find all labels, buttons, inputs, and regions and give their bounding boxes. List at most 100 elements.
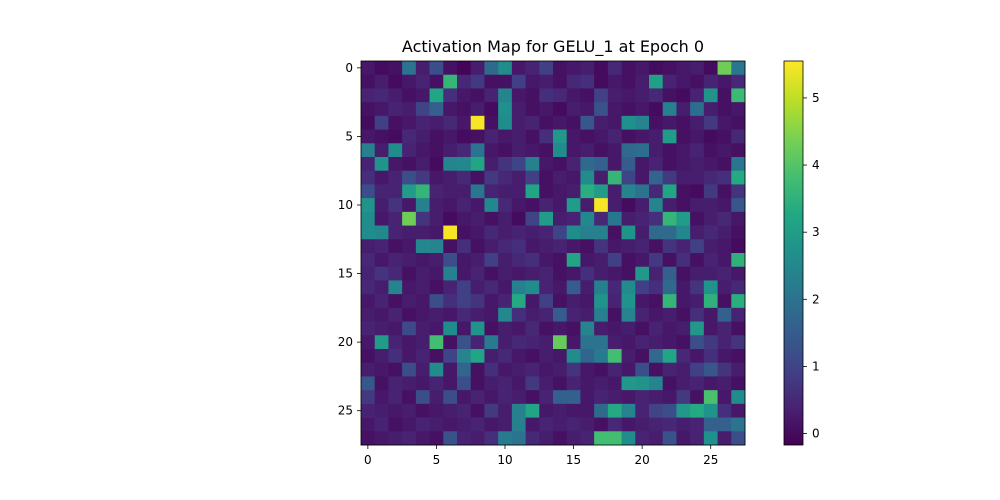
heatmap-cell (635, 74, 650, 89)
heatmap-cell (525, 157, 540, 172)
heatmap-cell (402, 307, 417, 322)
heatmap-cell (607, 390, 622, 405)
heatmap-cell (607, 143, 622, 158)
heatmap-cell (690, 390, 705, 405)
heatmap-cell (649, 88, 664, 103)
heatmap-cell (374, 403, 389, 418)
heatmap-cell (525, 307, 540, 322)
heatmap-cell (539, 170, 554, 185)
heatmap-cell (361, 335, 376, 350)
heatmap-cell (607, 307, 622, 322)
heatmap-cell (484, 417, 499, 432)
heatmap-cell (484, 184, 499, 199)
heatmap-cell (374, 211, 389, 226)
heatmap-cell (429, 431, 444, 446)
heatmap-cell (484, 266, 499, 281)
heatmap-cell (415, 239, 430, 254)
heatmap-cell (662, 376, 677, 391)
heatmap-cell (511, 88, 526, 103)
heatmap-cell (498, 294, 513, 309)
heatmap-cell (717, 390, 732, 405)
heatmap-cell (443, 211, 458, 226)
heatmap-cell (676, 431, 691, 446)
heatmap-cell (470, 403, 485, 418)
heatmap-cell (553, 129, 568, 144)
heatmap-cell (374, 225, 389, 240)
heatmap-cell (676, 390, 691, 405)
heatmap-cell (662, 211, 677, 226)
heatmap-cell (415, 321, 430, 336)
heatmap-cell (621, 266, 636, 281)
heatmap-cell (649, 115, 664, 130)
heatmap-cell (553, 88, 568, 103)
heatmap-cell (607, 129, 622, 144)
heatmap-cell (580, 280, 595, 295)
heatmap-cell (690, 61, 705, 76)
heatmap-cell (525, 294, 540, 309)
heatmap-cell (621, 157, 636, 172)
heatmap-cell (553, 321, 568, 336)
heatmap-cell (662, 184, 677, 199)
heatmap-cell (443, 266, 458, 281)
colorbar-tick-label: 5 (812, 91, 820, 105)
heatmap-cell (731, 74, 746, 89)
heatmap-cell (580, 61, 595, 76)
heatmap-cell (470, 294, 485, 309)
heatmap-cell (511, 198, 526, 213)
heatmap-cell (415, 349, 430, 364)
heatmap-cell (415, 143, 430, 158)
heatmap-cell (484, 102, 499, 117)
heatmap-cell (607, 88, 622, 103)
heatmap-cell (484, 280, 499, 295)
heatmap-cell (649, 335, 664, 350)
y-tick-label: 25 (338, 404, 353, 418)
heatmap-cell (539, 88, 554, 103)
heatmap-cell (621, 102, 636, 117)
heatmap-cell (388, 321, 403, 336)
heatmap-cell (594, 335, 609, 350)
heatmap-cell (703, 362, 718, 377)
heatmap-cell (621, 170, 636, 185)
heatmap-cell (457, 266, 472, 281)
heatmap-cell (539, 184, 554, 199)
heatmap-cell (511, 143, 526, 158)
heatmap-cell (511, 349, 526, 364)
heatmap-cell (662, 129, 677, 144)
heatmap-cell (443, 253, 458, 268)
heatmap-cell (470, 211, 485, 226)
heatmap-cell (470, 335, 485, 350)
heatmap-cell (525, 390, 540, 405)
heatmap-cell (525, 239, 540, 254)
heatmap-cell (388, 115, 403, 130)
heatmap-cell (443, 376, 458, 391)
heatmap-cell (690, 321, 705, 336)
heatmap-cell (553, 102, 568, 117)
heatmap-cell (580, 225, 595, 240)
y-tick-label: 20 (338, 335, 353, 349)
x-tick-label: 10 (497, 453, 512, 467)
heatmap-cell (717, 184, 732, 199)
heatmap-cell (498, 184, 513, 199)
heatmap-cell (731, 115, 746, 130)
heatmap-cell (511, 403, 526, 418)
heatmap-cell (553, 417, 568, 432)
heatmap-cell (484, 390, 499, 405)
heatmap-cell (635, 417, 650, 432)
heatmap-cell (553, 390, 568, 405)
heatmap-cell (388, 170, 403, 185)
heatmap-cell (594, 266, 609, 281)
heatmap-cell (580, 115, 595, 130)
heatmap-cell (539, 294, 554, 309)
heatmap-cell (635, 129, 650, 144)
heatmap-cell (566, 184, 581, 199)
heatmap-cell (607, 266, 622, 281)
heatmap-cell (539, 349, 554, 364)
heatmap-cell (429, 280, 444, 295)
heatmap-cell (443, 335, 458, 350)
heatmap-cell (690, 403, 705, 418)
heatmap-cell (649, 225, 664, 240)
heatmap-cell (731, 335, 746, 350)
heatmap-cell (580, 170, 595, 185)
heatmap-cell (361, 321, 376, 336)
y-tick-label: 0 (345, 61, 353, 75)
